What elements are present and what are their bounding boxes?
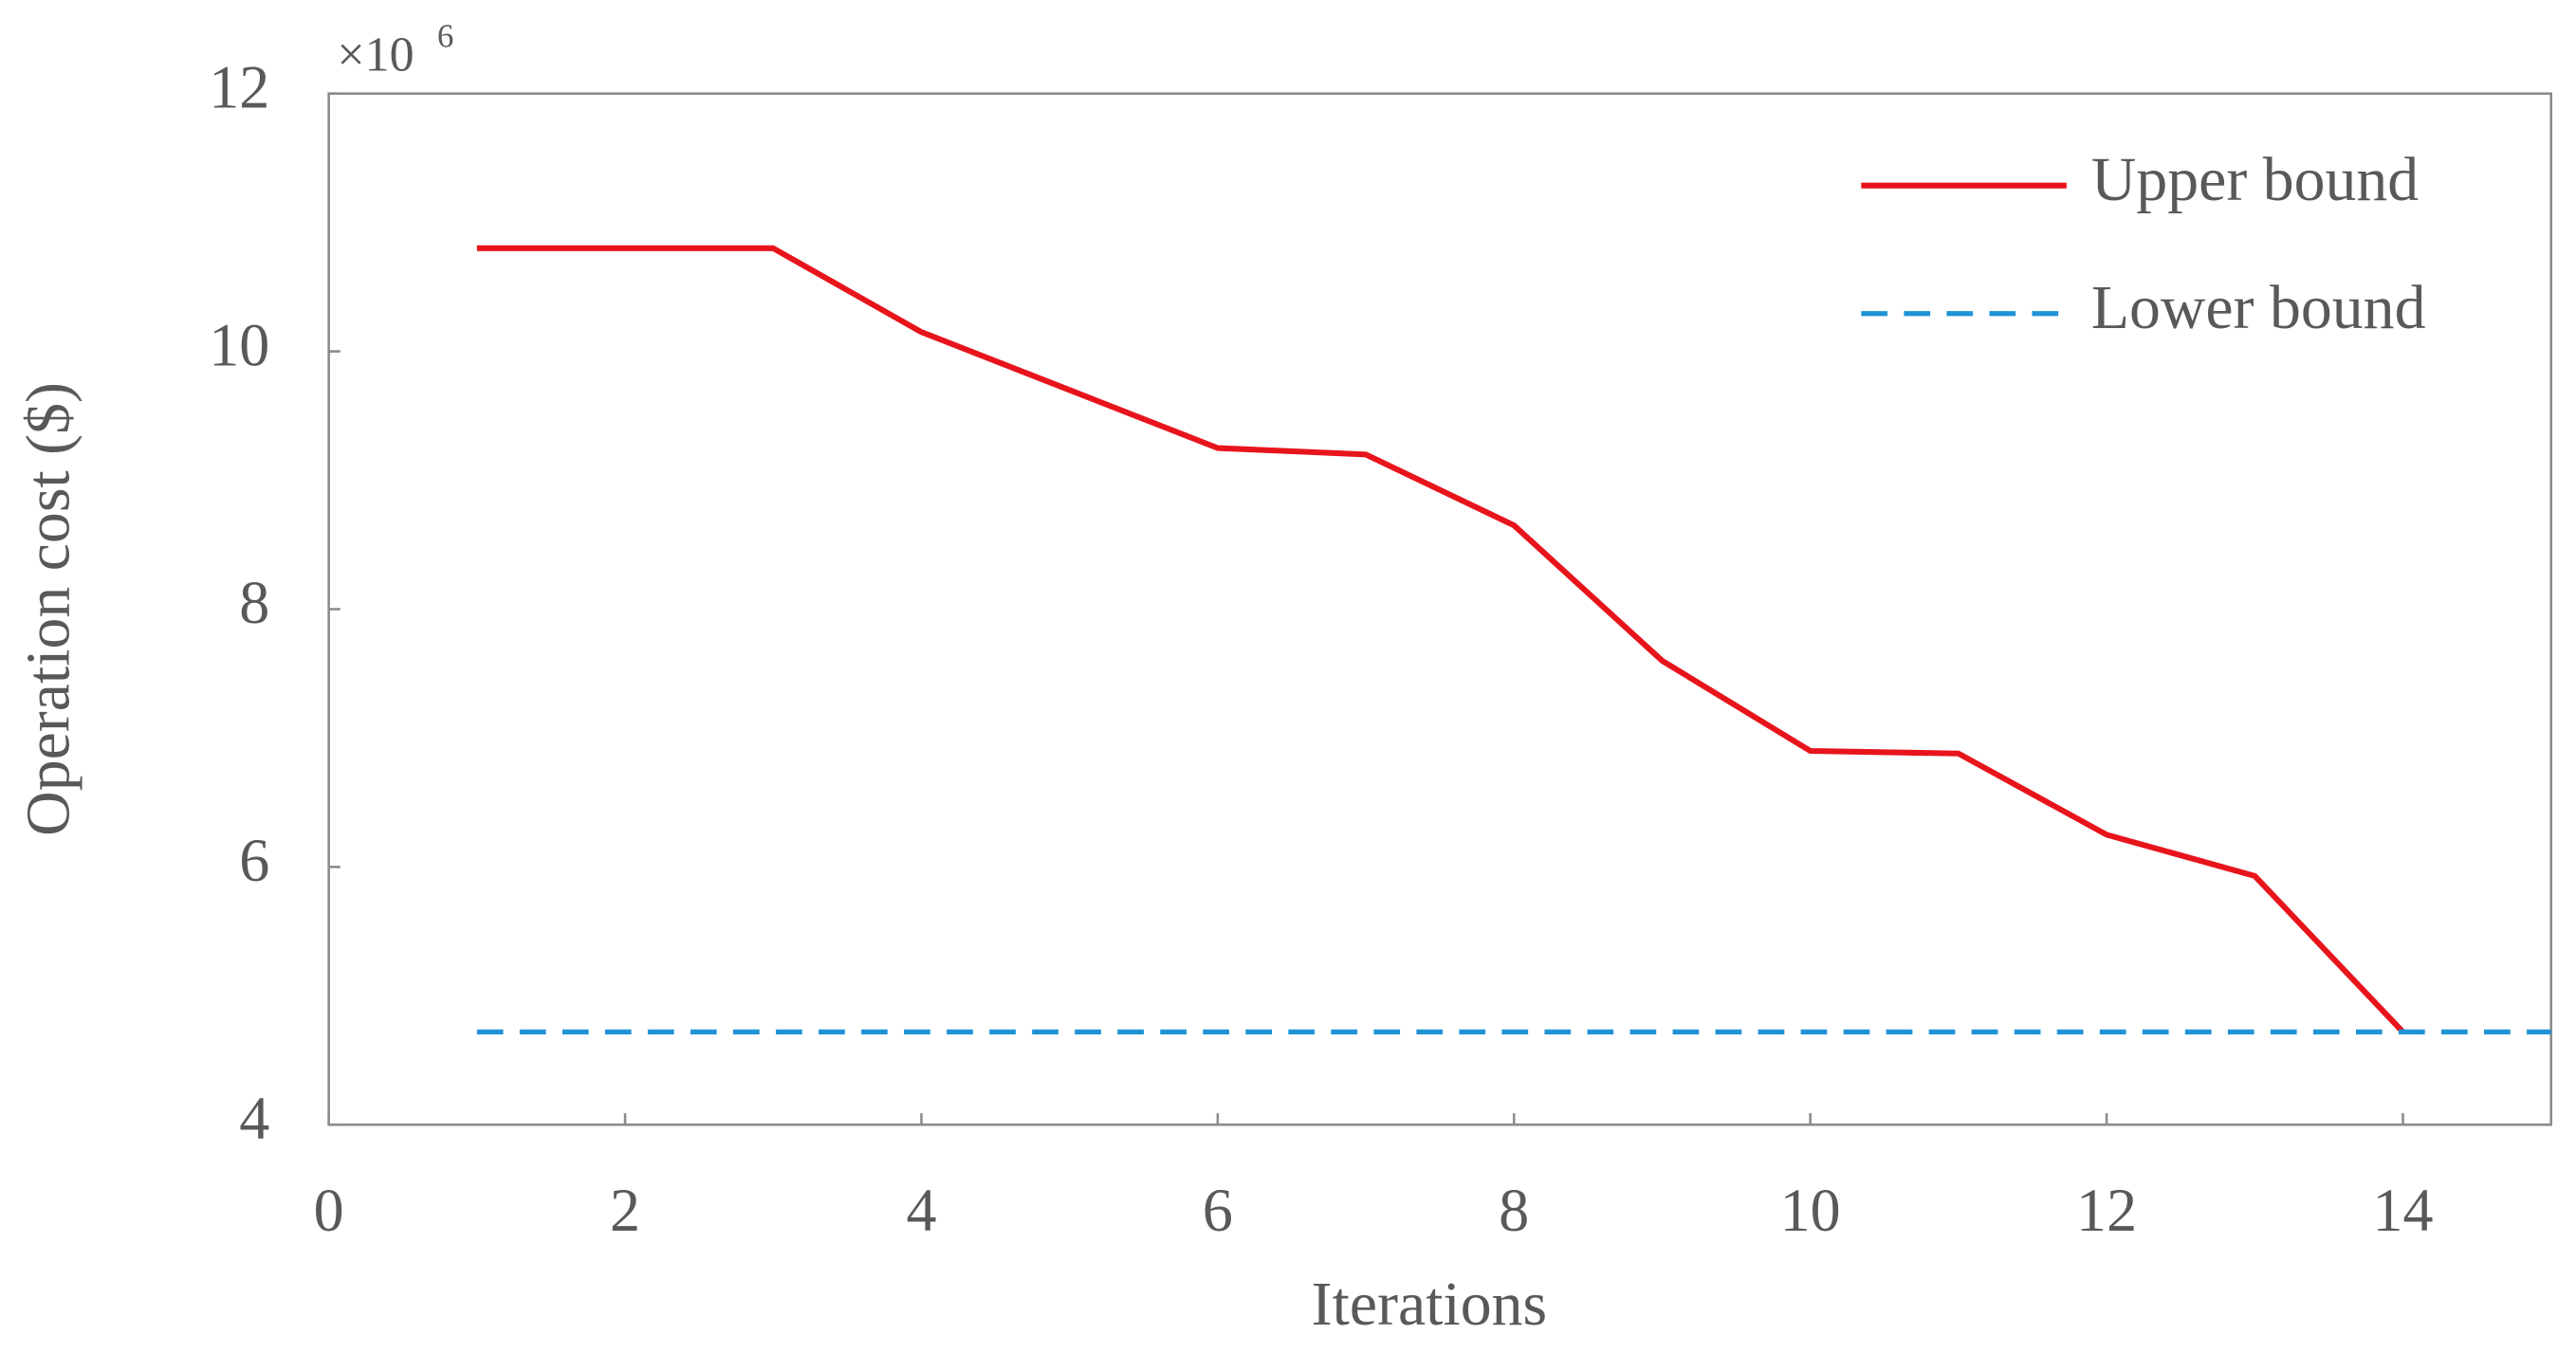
- legend-label: Upper bound: [2091, 145, 2419, 214]
- y-multiplier: ×10: [337, 27, 414, 82]
- x-tick-label: 8: [1499, 1177, 1529, 1244]
- x-tick-label: 4: [906, 1177, 936, 1244]
- y-tick-label: 12: [209, 53, 269, 120]
- y-tick-label: 6: [239, 827, 269, 894]
- x-tick-label: 14: [2372, 1177, 2433, 1244]
- x-tick-label: 0: [314, 1177, 344, 1244]
- y-tick-label: 8: [239, 569, 269, 636]
- x-tick-label: 10: [1780, 1177, 1841, 1244]
- y-tick-label: 10: [209, 311, 269, 378]
- x-tick-label: 12: [2076, 1177, 2137, 1244]
- y-axis-title: Operation cost ($): [14, 382, 83, 836]
- y-tick-label: 4: [239, 1085, 269, 1152]
- x-tick-label: 2: [610, 1177, 640, 1244]
- series-line: [476, 245, 2405, 1034]
- legend-label: Lower bound: [2091, 273, 2426, 342]
- x-tick-label: 6: [1203, 1177, 1233, 1244]
- x-axis-title: Iterations: [1312, 1270, 1547, 1339]
- y-multiplier-exponent: 6: [437, 19, 453, 55]
